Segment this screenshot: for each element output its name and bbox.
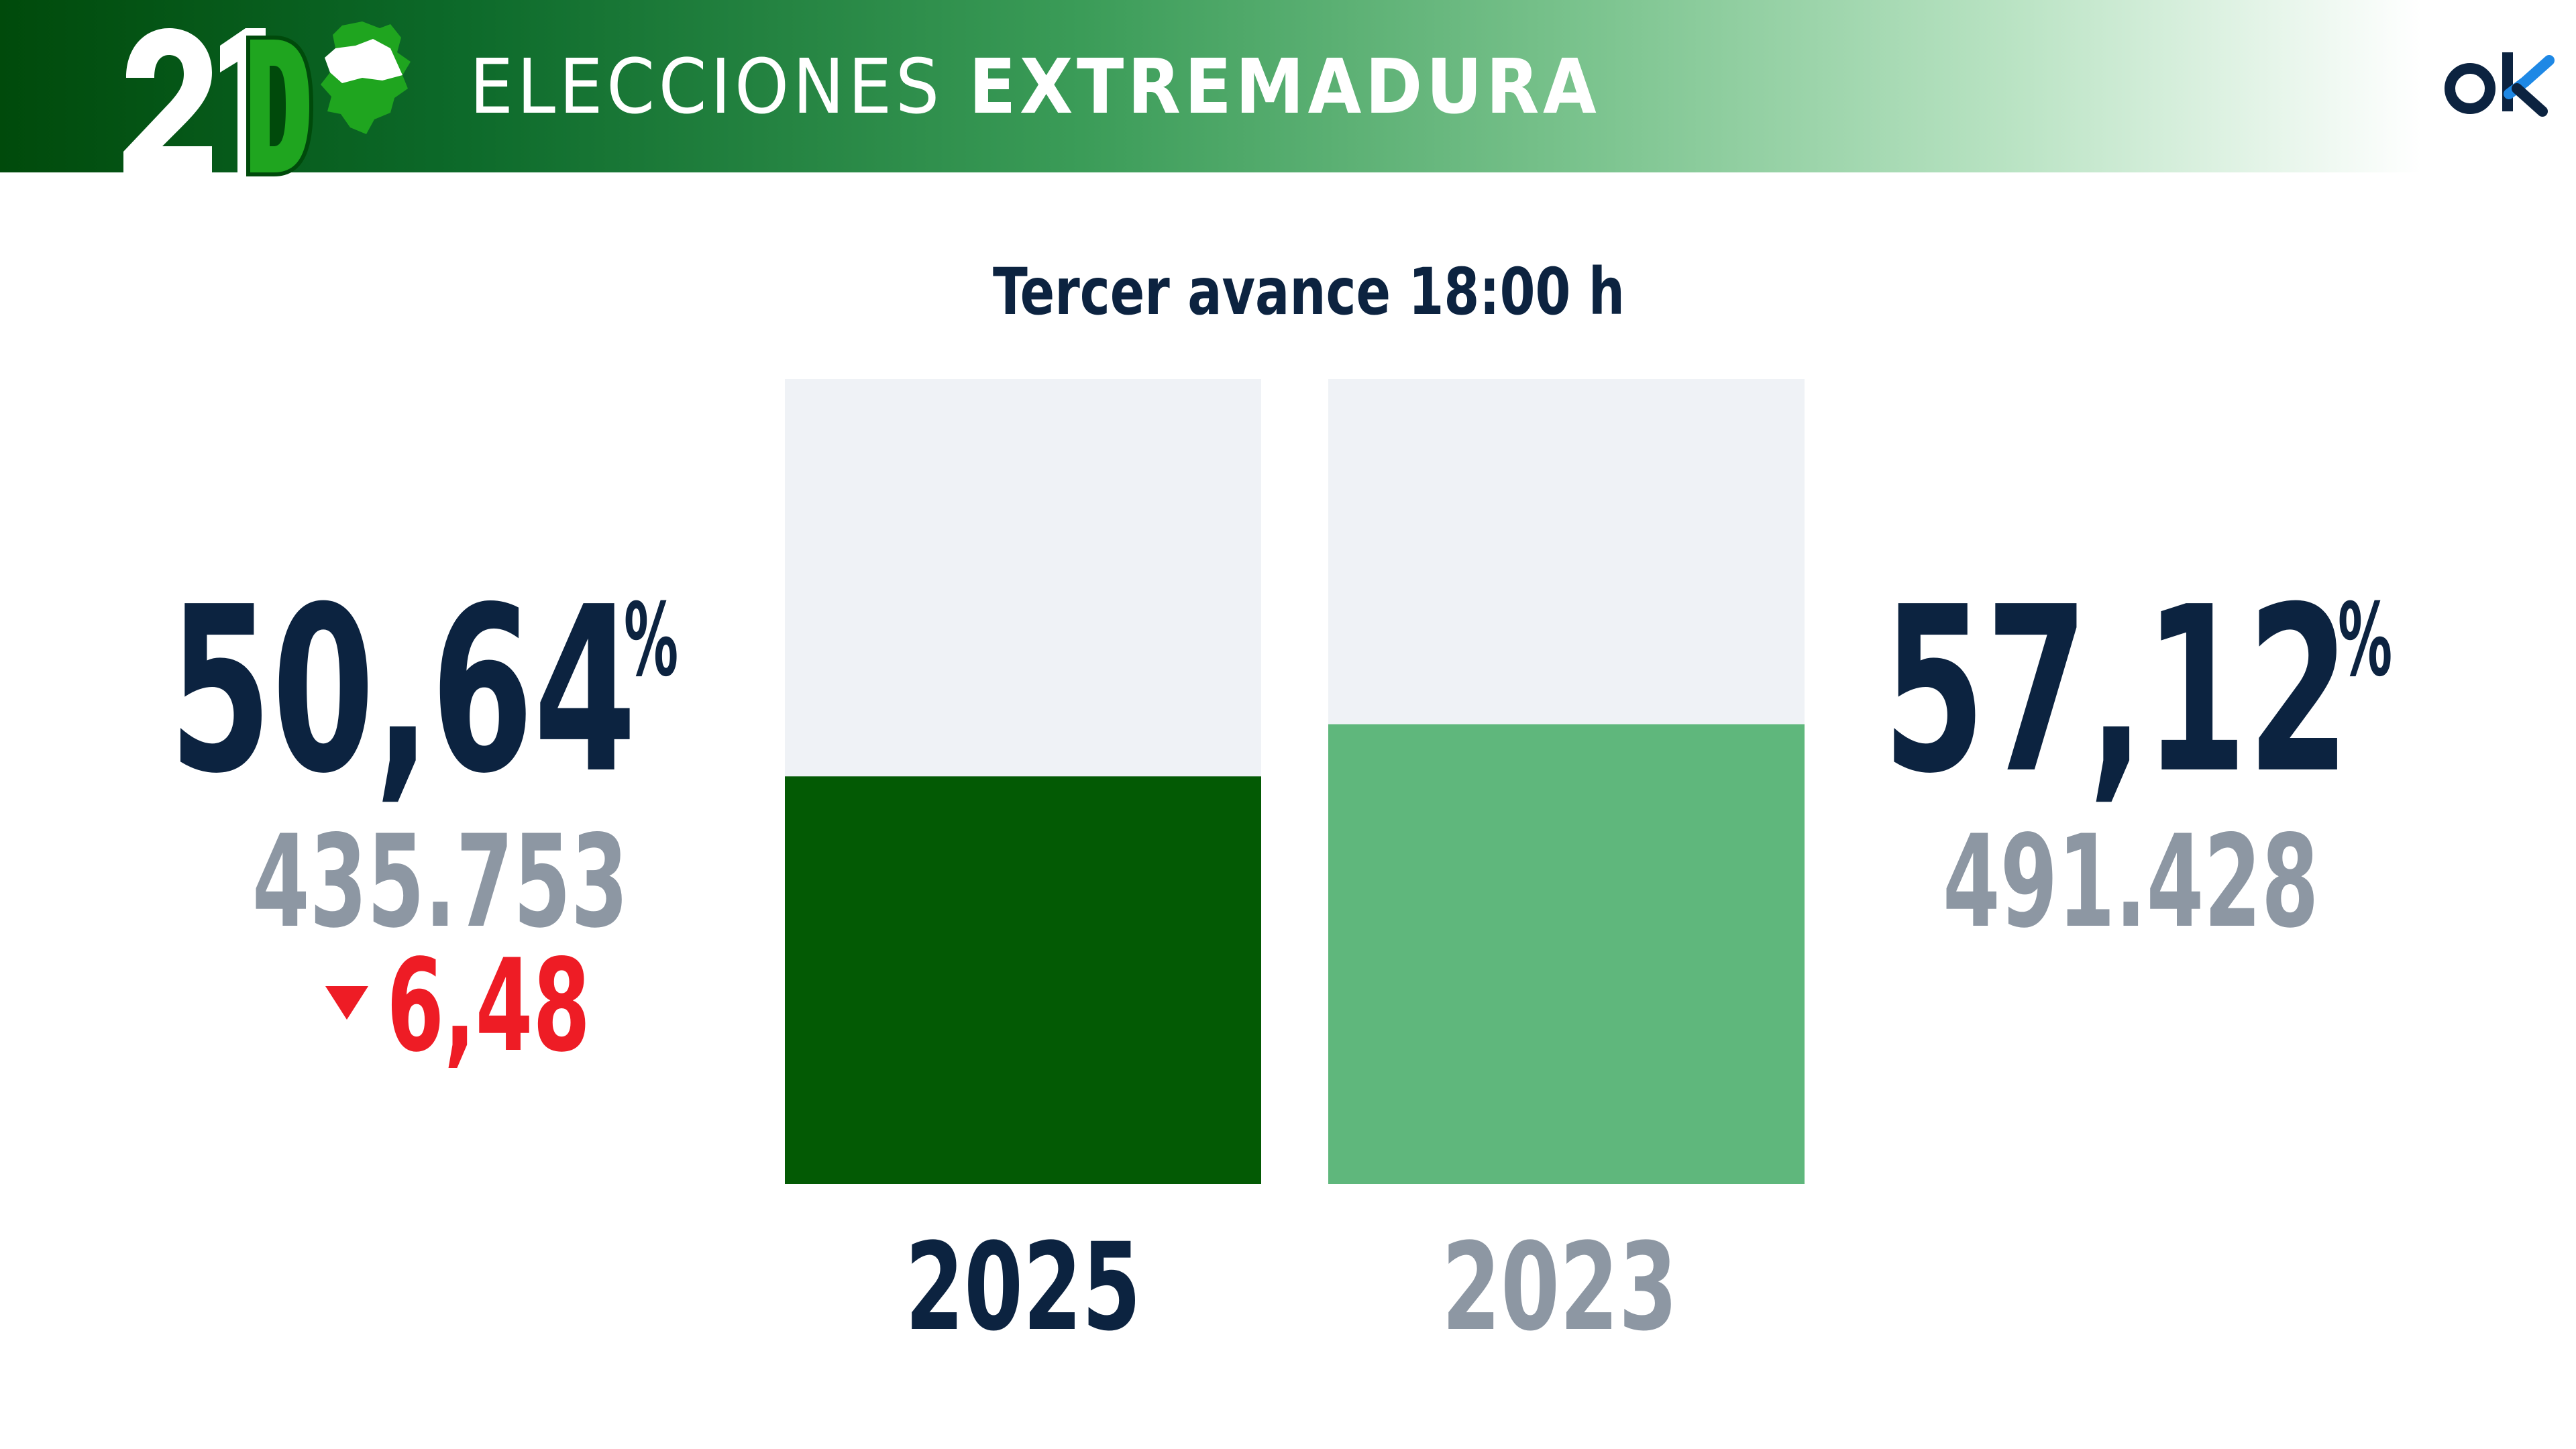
percent-sign-2025: % xyxy=(624,582,679,699)
ok-diario-logo xyxy=(2442,47,2556,121)
header-title-light: ELECCIONES xyxy=(470,44,943,131)
header-banner: ELECCIONES EXTREMADURA xyxy=(0,0,2576,176)
bar-2023 xyxy=(1328,724,1805,1184)
turnout-change-value: 6,48 xyxy=(386,932,590,1080)
votes-count-2025: 435.753 xyxy=(252,808,629,956)
percent-sign-2023: % xyxy=(2338,582,2393,699)
logo-21d xyxy=(114,19,315,180)
bar-2025 xyxy=(785,776,1261,1184)
chart-subtitle: Tercer avance 18:00 h xyxy=(993,254,1625,329)
extremadura-map-icon xyxy=(315,19,416,140)
turnout-bar-chart xyxy=(785,379,1805,1197)
header-title: ELECCIONES EXTREMADURA xyxy=(470,40,1600,134)
votes-count-2023: 491.428 xyxy=(1943,808,2319,956)
category-label-2025: 2025 xyxy=(905,1218,1141,1358)
header-title-bold: EXTREMADURA xyxy=(969,44,1601,131)
turnout-percent-2023: 57,12 xyxy=(1882,558,2351,824)
turnout-percent-2025: 50,64 xyxy=(169,558,637,824)
down-triangle-icon xyxy=(325,986,368,1020)
category-label-2023: 2023 xyxy=(1442,1218,1678,1358)
